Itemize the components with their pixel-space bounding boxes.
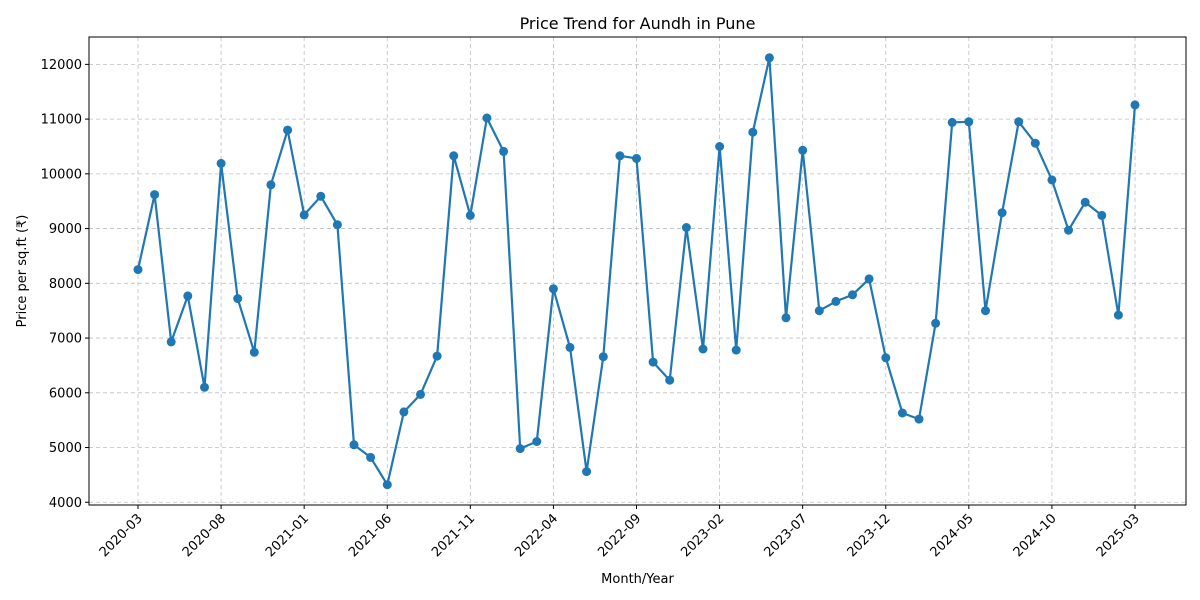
data-point — [1047, 175, 1057, 185]
data-point — [183, 291, 193, 301]
x-tick-label: 2023-12 — [845, 511, 894, 560]
data-point — [964, 117, 974, 127]
data-point — [931, 318, 941, 328]
x-tick-label: 2020-03 — [97, 511, 146, 560]
data-point — [150, 190, 160, 200]
data-point — [449, 151, 459, 161]
data-point — [1113, 310, 1123, 320]
data-point — [665, 375, 675, 385]
data-point — [399, 407, 409, 417]
data-point — [299, 210, 309, 220]
x-tick-label: 2024-05 — [928, 511, 977, 560]
data-point — [981, 306, 990, 316]
x-tick-label: 2023-07 — [761, 511, 810, 560]
data-point — [266, 180, 276, 190]
data-point — [166, 337, 176, 347]
data-point — [366, 452, 376, 462]
data-point — [432, 351, 442, 361]
x-tick-label: 2021-06 — [346, 511, 395, 560]
y-tick-label: 12000 — [41, 58, 82, 73]
y-axis-ticks: 4000 5000 6000 7000 8000 9000 10000 11000 12000 — [41, 58, 89, 511]
data-point — [698, 344, 708, 354]
plot-frame — [88, 36, 1187, 506]
data-point — [914, 414, 924, 424]
data-point — [814, 306, 824, 316]
data-point — [715, 142, 725, 151]
x-axis-label: Month/Year — [601, 572, 674, 587]
data-point — [532, 437, 542, 446]
data-point — [831, 296, 841, 306]
data-point — [598, 352, 608, 362]
data-point — [200, 382, 209, 392]
data-point — [997, 208, 1007, 218]
data-point — [881, 353, 891, 363]
data-point — [648, 357, 658, 367]
x-tick-label: 2021-01 — [263, 511, 312, 560]
x-tick-label: 2022-09 — [595, 511, 644, 560]
data-point — [748, 127, 758, 137]
x-axis-ticks: 2020-03 2020-08 2021-01 2021-06 2021-11 2022-… — [97, 505, 1143, 560]
y-tick-label: 10000 — [41, 167, 82, 182]
y-tick-label: 4000 — [49, 496, 82, 511]
data-point — [1097, 210, 1107, 220]
data-point — [1064, 225, 1073, 235]
data-point — [582, 467, 592, 477]
y-tick-label: 5000 — [49, 441, 82, 456]
data-point — [681, 223, 691, 232]
y-tick-label: 7000 — [49, 332, 82, 347]
grid-lines — [89, 37, 1186, 505]
data-point — [349, 440, 359, 450]
data-point — [764, 53, 774, 63]
data-point — [382, 480, 392, 490]
y-tick-label: 9000 — [49, 222, 82, 237]
data-point — [515, 444, 525, 454]
x-tick-label: 2022-04 — [512, 511, 561, 560]
y-tick-label: 8000 — [49, 277, 82, 292]
data-point — [1030, 138, 1040, 148]
x-tick-label: 2024-10 — [1011, 511, 1060, 560]
y-tick-label: 11000 — [41, 113, 82, 128]
data-point — [947, 117, 957, 127]
data-point — [848, 290, 857, 300]
data-point — [781, 313, 791, 323]
data-point — [465, 210, 475, 220]
data-point — [482, 113, 492, 123]
data-point — [615, 151, 625, 161]
data-point — [565, 342, 575, 352]
data-point — [316, 191, 326, 201]
data-point — [897, 408, 907, 418]
chart-title: Price Trend for Aundh in Pune — [520, 14, 756, 33]
y-axis-label: Price per sq.ft (₹) — [15, 215, 30, 328]
x-tick-label: 2025-03 — [1094, 511, 1143, 560]
x-tick-label: 2023-02 — [678, 511, 727, 560]
data-point — [133, 265, 143, 275]
series-layer — [133, 53, 1140, 490]
y-tick-label: 6000 — [49, 386, 82, 401]
data-point — [283, 125, 293, 135]
data-point — [1014, 117, 1024, 127]
data-point — [233, 294, 243, 304]
data-point — [249, 347, 259, 357]
data-point — [216, 158, 226, 168]
data-point — [798, 145, 808, 155]
data-point — [864, 274, 874, 284]
x-tick-label: 2021-11 — [429, 511, 478, 560]
data-point — [416, 389, 425, 399]
data-point — [632, 154, 641, 163]
data-point — [1080, 197, 1090, 207]
data-point — [332, 220, 342, 230]
x-tick-label: 2020-08 — [180, 511, 229, 560]
data-point — [499, 146, 509, 156]
data-point — [1130, 100, 1140, 110]
data-point — [731, 345, 741, 355]
data-point — [548, 284, 558, 294]
